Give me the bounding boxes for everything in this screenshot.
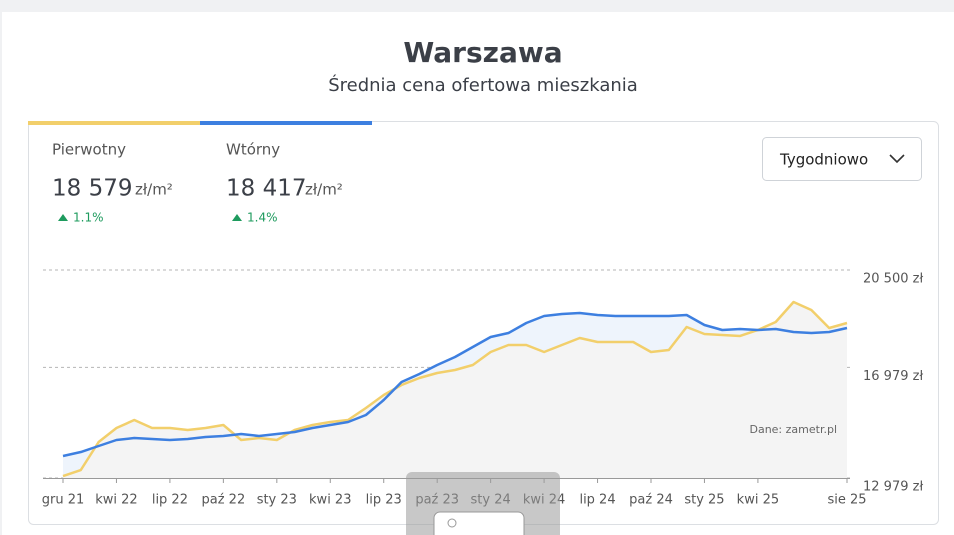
area: [63, 301, 847, 478]
x-tick-label: gru 21: [42, 493, 85, 508]
x-tick-label: kwi 23: [309, 493, 351, 508]
up-icon: [232, 214, 242, 221]
dropdown-box[interactable]: [762, 137, 922, 181]
up-icon: [58, 214, 68, 221]
series-label: Wtórny: [226, 141, 280, 159]
dropdown-text[interactable]: Tygodniowo: [779, 151, 868, 169]
title: Warszawa: [403, 36, 562, 69]
chevron: [889, 154, 905, 164]
series-price: 18 579: [52, 176, 132, 202]
series-label: Pierwotny: [52, 141, 126, 159]
overlay-dot: [447, 518, 457, 528]
y-tick-label: 12 979 zł: [863, 480, 923, 495]
x-tick-label: kwi 22: [95, 493, 137, 508]
y-tick-label: 20 500 zł: [863, 272, 923, 287]
series-unit: zł/m²: [305, 181, 343, 199]
series-change: 1.4%: [247, 211, 278, 225]
series-unit: zł/m²: [135, 181, 173, 199]
x-tick-label: lip 24: [579, 493, 615, 508]
line: [62, 300, 848, 478]
x-tick-label: paź 22: [202, 493, 246, 508]
tab-pierwotny[interactable]: [28, 121, 200, 125]
annotation: Dane: zametr.pl: [749, 423, 837, 436]
x-tick-label: paź 24: [629, 493, 673, 508]
x-tick-label: kwi 25: [737, 493, 779, 508]
period-dropdown[interactable]: Tygodniowo: [762, 137, 922, 181]
line: [62, 311, 848, 458]
series-change: 1.1%: [73, 211, 104, 225]
x-tick-label: sty 25: [684, 493, 724, 508]
x-tick-label: lip 22: [152, 493, 188, 508]
overlay-widget: [406, 472, 560, 535]
overlay-icon: [433, 511, 525, 535]
x-tick-label: sty 23: [257, 493, 297, 508]
x-tick-label: sie 25: [827, 493, 866, 508]
tab-wtorny[interactable]: [200, 121, 372, 125]
subtitle: Średnia cena ofertowa mieszkania: [328, 74, 638, 96]
x-tick-label: lip 23: [366, 493, 402, 508]
y-tick-label: 16 979 zł: [863, 369, 923, 384]
series-price: 18 417: [226, 176, 306, 202]
